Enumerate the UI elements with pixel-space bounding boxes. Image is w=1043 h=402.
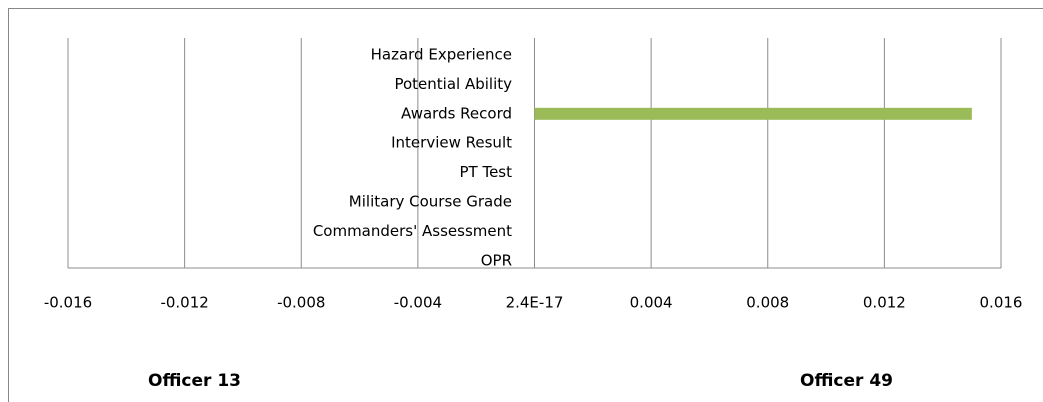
x-tick-label: 2.4E-17 <box>506 294 564 312</box>
x-tick-label: 0.004 <box>630 294 673 312</box>
x-tick-label: 0.016 <box>980 294 1023 312</box>
y-tick-label: Potential Ability <box>394 75 512 93</box>
annotation: Officer 49 <box>800 371 893 391</box>
x-tick-label: 0.008 <box>746 294 789 312</box>
x-tick-label: -0.016 <box>44 294 92 312</box>
annotation: Officer 13 <box>148 371 241 391</box>
y-tick-label: OPR <box>481 251 512 269</box>
x-tick-label: -0.008 <box>277 294 325 312</box>
x-tick-label: 0.012 <box>863 294 906 312</box>
y-tick-label: PT Test <box>459 163 512 181</box>
bar <box>534 107 972 120</box>
y-tick-label: Awards Record <box>401 104 512 122</box>
chart-border <box>8 8 1043 402</box>
y-tick-label: Commanders' Assessment <box>313 222 512 240</box>
y-tick-label: Interview Result <box>391 134 512 152</box>
y-tick-label: Military Course Grade <box>349 193 512 211</box>
x-tick-label: -0.012 <box>160 294 208 312</box>
y-tick-label: Hazard Experience <box>371 46 512 64</box>
x-tick-label: -0.004 <box>394 294 442 312</box>
